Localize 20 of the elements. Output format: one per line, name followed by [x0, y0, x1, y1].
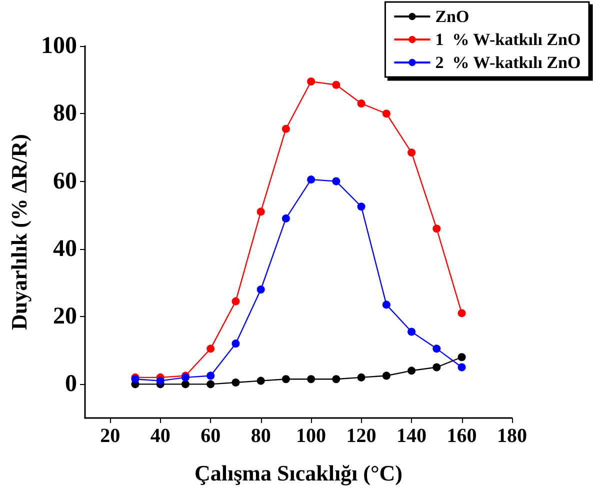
x-tick-label: 100 — [296, 425, 326, 447]
legend-label: ZnO — [435, 7, 470, 26]
y-tick-label: 20 — [53, 304, 77, 330]
y-tick-label: 100 — [41, 33, 77, 59]
legend-label: 1 % W-katkılı ZnO — [435, 30, 581, 49]
y-tick-label: 40 — [53, 236, 77, 262]
y-axis-title: Duyarlılık (% ΔR/R) — [6, 134, 32, 330]
y-tick-label: 80 — [53, 100, 77, 127]
x-tick-label: 140 — [396, 425, 427, 447]
x-axis-title: Çalışma Sıcaklığı (°C) — [194, 460, 403, 486]
x-tick-label: 180 — [497, 425, 527, 447]
y-tick-label: 60 — [53, 168, 77, 194]
y-tick-label: 0 — [65, 371, 77, 398]
x-tick-label: 20 — [100, 425, 120, 447]
x-tick-label: 40 — [150, 425, 170, 447]
x-tick-label: 120 — [346, 425, 376, 447]
legend-label: 2 % W-katkılı ZnO — [435, 53, 581, 72]
x-tick-label: 160 — [446, 425, 477, 447]
x-tick-label: 60 — [200, 425, 221, 447]
x-tick-label: 80 — [250, 425, 271, 447]
